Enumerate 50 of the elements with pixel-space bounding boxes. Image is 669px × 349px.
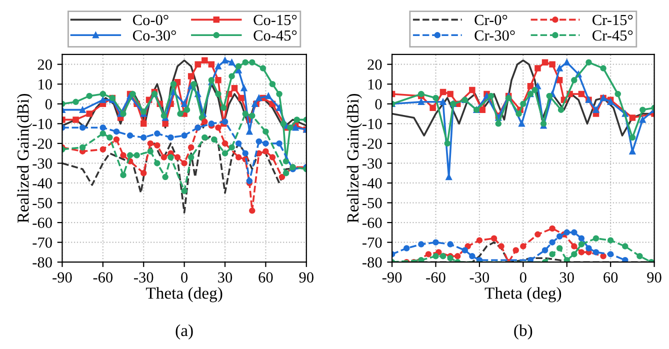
y-tick-label: -50 <box>362 198 382 208</box>
y-tick-label: 20 <box>368 59 382 70</box>
y-tick-label: 10 <box>38 79 52 90</box>
y-tick-label: 20 <box>38 59 52 70</box>
y-tick-label: -70 <box>362 237 382 248</box>
x-tick-label: 60 <box>258 272 273 283</box>
x-tick-label: 30 <box>218 272 232 283</box>
y-tick-label: -40 <box>362 178 382 188</box>
y-tick-label: -40 <box>32 178 52 188</box>
legend-label: Co-0° <box>132 14 168 26</box>
legend-label: Co-30° <box>132 30 176 41</box>
y-tick-label: 0 <box>375 99 382 110</box>
legend-label: Co-15° <box>254 14 297 26</box>
y-tick-label: -70 <box>32 237 52 248</box>
y-tick-label: -20 <box>362 138 382 149</box>
x-tick-label: 30 <box>560 272 574 283</box>
y-axis-title: Realized Gain(dBi) <box>17 94 32 223</box>
y-tick-label: -30 <box>32 158 52 169</box>
y-tick-label: -10 <box>362 118 382 130</box>
legend-label: Cr-45° <box>592 30 633 41</box>
x-tick-label: 90 <box>647 272 662 283</box>
x-tick-label: 90 <box>299 272 314 283</box>
x-tick-label: -30 <box>470 272 490 283</box>
y-tick-label: -50 <box>32 198 52 208</box>
x-tick-label: 0 <box>520 272 526 283</box>
y-tick-label: -30 <box>362 158 382 169</box>
x-tick-label: -30 <box>134 272 154 283</box>
x-axis-title: Theta (deg) <box>484 287 562 302</box>
text: (b) <box>514 324 532 340</box>
legend-label: Cr-0° <box>474 14 508 26</box>
x-tick-label: -60 <box>426 272 446 283</box>
y-tick-label: 0 <box>45 99 52 110</box>
legend-label: Cr-15° <box>592 14 633 26</box>
y-tick-label: 10 <box>368 79 382 90</box>
y-tick-label: -80 <box>362 257 382 268</box>
x-tick-label: -90 <box>52 272 72 283</box>
y-axis-title: Realized Gain(dBi) <box>346 94 362 223</box>
x-tick-label: -90 <box>382 272 402 283</box>
x-axis-title: Theta (deg) <box>146 287 222 302</box>
y-tick-label: -60 <box>32 218 52 228</box>
x-tick-label: 0 <box>181 272 188 283</box>
x-tick-label: -60 <box>93 272 113 283</box>
text: (a) <box>176 324 193 340</box>
y-tick-label: -80 <box>32 257 52 268</box>
y-tick-label: -10 <box>32 118 52 130</box>
legend-label: Cr-30° <box>474 30 515 41</box>
y-tick-label: -60 <box>362 218 382 228</box>
y-tick-label: -20 <box>32 138 52 149</box>
x-tick-label: 60 <box>604 272 618 283</box>
legend-label: Co-45° <box>254 30 297 41</box>
